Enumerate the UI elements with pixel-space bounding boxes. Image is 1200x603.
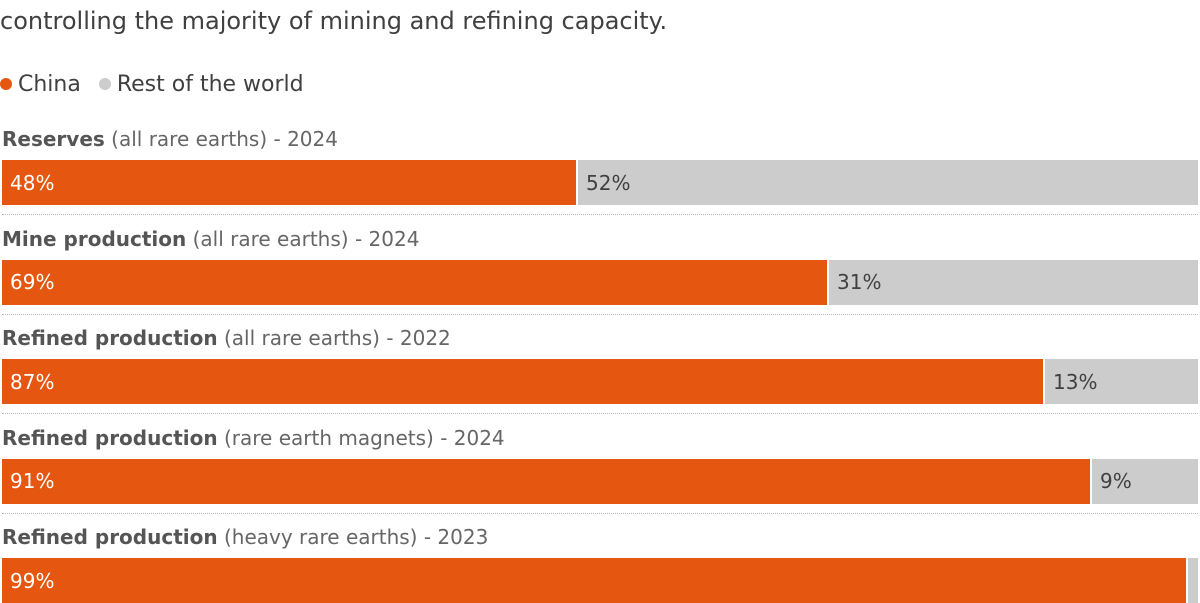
data-label-rest-of-world: 31% — [837, 270, 882, 294]
row-divider — [2, 413, 1198, 414]
row-label-detail: (all rare earths) - 2024 — [104, 127, 338, 151]
row-label: Reserves (all rare earths) - 2024 — [2, 126, 338, 152]
row-divider — [2, 214, 1198, 215]
legend-dot-rest-of-world — [98, 78, 111, 90]
chart-subtitle: controlling the majority of mining and r… — [0, 7, 668, 35]
bar-segment-china: 87% — [2, 359, 1043, 404]
row-label-metric: Refined production — [2, 525, 218, 549]
legend-item-china: China — [0, 72, 81, 97]
row-label-metric: Refined production — [2, 425, 218, 450]
data-label-rest-of-world: 52% — [586, 170, 631, 195]
data-label-china: 99% — [10, 568, 55, 593]
row-label-detail: (rare earth magnets) - 2024 — [217, 425, 505, 450]
row-label-metric: Mine production — [2, 226, 187, 251]
row-divider — [2, 313, 1198, 315]
legend-item-rest-of-world: Rest of the world — [98, 71, 304, 97]
row-label: Refined production (heavy rare earths) -… — [2, 524, 488, 550]
legend-label-china: China — [18, 71, 81, 97]
row-label-metric: Refined production — [2, 326, 218, 350]
legend: China Rest of the world — [0, 70, 322, 98]
bar-segment-china: 91% — [2, 458, 1090, 504]
bar-segment-china: 69% — [2, 259, 827, 305]
stacked-bar: 48% 52% — [2, 160, 1198, 205]
stacked-bar: 99% — [2, 558, 1198, 603]
row-label-detail: (all rare earths) - 2022 — [217, 326, 451, 350]
stacked-bar: 91% 9% — [2, 458, 1198, 504]
stacked-bar: 69% 31% — [2, 259, 1198, 305]
bar-segment-rest-of-world: 9% — [1092, 458, 1198, 504]
bar-segment-china: 48% — [2, 160, 576, 205]
data-label-china: 48% — [10, 170, 55, 195]
row-label: Mine production (all rare earths) - 2024 — [2, 226, 419, 252]
bar-segment-rest-of-world: 31% — [829, 259, 1198, 305]
row-label: Refined production (rare earth magnets) … — [2, 425, 505, 451]
legend-label-rest-of-world: Rest of the world — [116, 71, 304, 97]
bar-segment-rest-of-world: 52% — [578, 160, 1198, 205]
row-label-metric: Reserves — [2, 127, 105, 151]
data-label-china: 69% — [10, 270, 55, 294]
bar-segment-rest-of-world — [1188, 558, 1198, 603]
stacked-bar: 87% 13% — [2, 359, 1198, 404]
legend-dot-china — [0, 78, 12, 90]
data-label-china: 87% — [10, 369, 55, 394]
data-label-china: 91% — [10, 469, 55, 493]
row-divider — [2, 512, 1198, 514]
bar-segment-rest-of-world: 13% — [1045, 359, 1198, 404]
row-label: Refined production (all rare earths) - 2… — [2, 325, 451, 351]
bar-segment-china: 99% — [2, 558, 1186, 603]
data-label-rest-of-world: 9% — [1100, 469, 1132, 493]
row-label-detail: (heavy rare earths) - 2023 — [217, 525, 489, 549]
row-label-detail: (all rare earths) - 2024 — [186, 226, 420, 251]
data-label-rest-of-world: 13% — [1053, 369, 1098, 394]
